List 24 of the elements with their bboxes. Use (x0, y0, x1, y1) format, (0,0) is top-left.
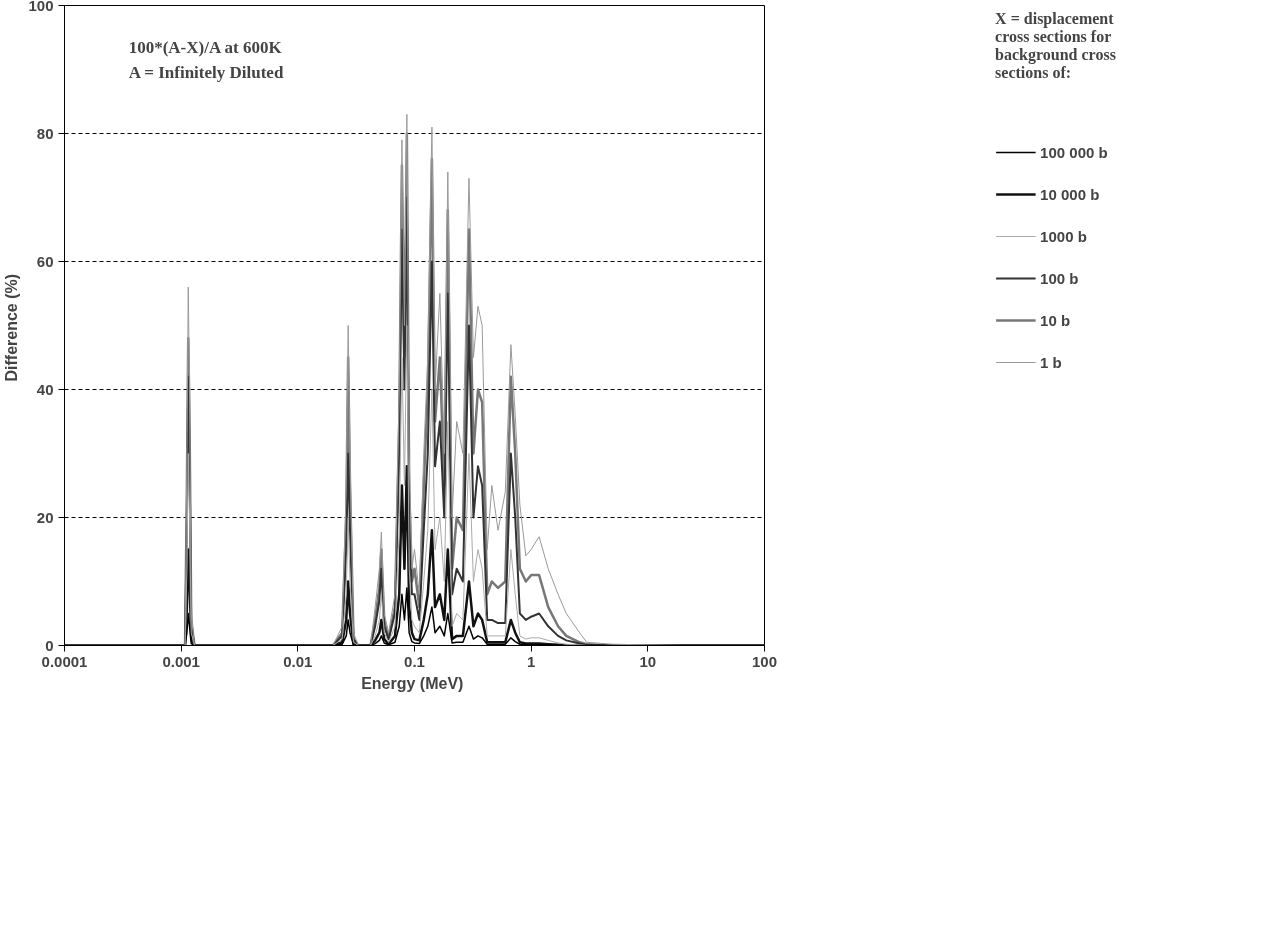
x-tick-label: 0.0001 (41, 652, 88, 670)
y-tick-label: 80 (36, 124, 54, 142)
y-tick-label: 60 (36, 252, 54, 270)
annotation: A = Infinitely Diluted (128, 63, 284, 83)
legend-label: 100 b (1040, 269, 1079, 287)
y-tick-label: 40 (36, 380, 54, 398)
x-tick-label: 0.001 (162, 652, 200, 670)
x-axis-title: Energy (MeV) (361, 674, 464, 692)
y-axis-title: Difference (%) (3, 273, 21, 382)
annotation: 100*(A-X)/A at 600K (128, 37, 283, 57)
legend-label: 10 000 b (1040, 185, 1100, 203)
legend-label: 100 000 b (1040, 143, 1108, 161)
y-tick-label: 20 (36, 508, 54, 526)
legend-label: 1 b (1040, 353, 1062, 371)
legend-label: 1000 b (1040, 227, 1087, 245)
y-tick-label: 100 (28, 0, 54, 14)
x-tick-label: 10 (639, 652, 657, 670)
x-tick-label: 0.01 (283, 652, 313, 670)
x-tick-label: 100 (751, 652, 778, 670)
x-tick-label: 0.1 (404, 652, 425, 670)
legend-label: 10 b (1040, 311, 1071, 329)
x-tick-label: 1 (527, 652, 536, 670)
legend-title: X = displacement cross sections for background cross sections of: (995, 10, 1116, 82)
y-tick-label: 0 (45, 636, 54, 654)
